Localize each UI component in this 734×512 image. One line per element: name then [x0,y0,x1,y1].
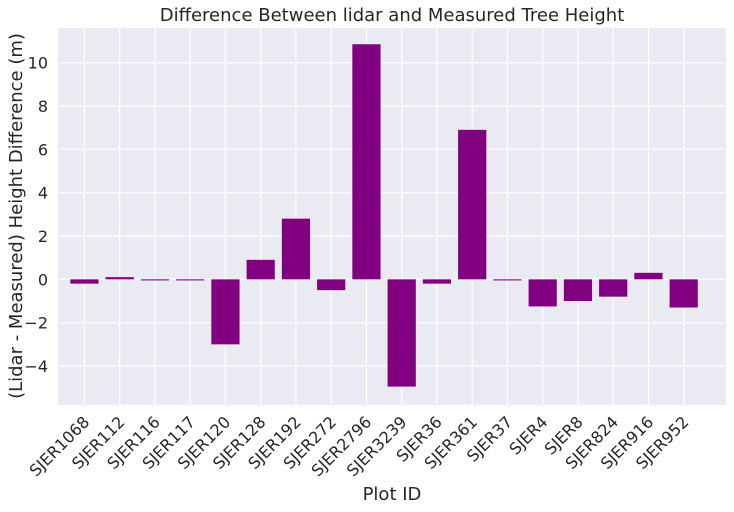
y-tick-label: −2 [24,314,48,333]
chart-title: Difference Between lidar and Measured Tr… [160,5,625,26]
bar-sjer272 [317,279,346,291]
y-axis-label: (Lidar - Measured) Height Difference (m) [6,33,27,399]
bar-sjer112 [105,277,134,280]
bar-sjer8 [563,279,593,301]
bar-sjer128 [246,259,275,280]
y-tick-label: −4 [24,357,48,376]
plot-area: −4−20246810SJER1068SJER112SJER116SJER117… [24,28,726,480]
bar-sjer117 [176,279,205,281]
bar-sjer36 [422,279,452,284]
bar-sjer1068 [70,279,99,284]
y-tick-label: 8 [38,97,48,116]
bar-sjer116 [140,279,170,281]
bar-sjer120 [211,279,240,345]
y-tick-label: 4 [38,184,48,203]
bar-sjer37 [493,279,522,281]
y-tick-label: 10 [28,54,48,73]
bar-sjer824 [599,279,628,297]
y-tick-label: 6 [38,140,48,159]
x-axis-label: Plot ID [363,484,422,505]
x-tick-label: SJER4 [505,412,551,458]
y-tick-label: 0 [38,270,48,289]
bar-sjer2796 [352,44,381,280]
bar-sjer952 [669,279,698,308]
bar-sjer4 [528,279,557,307]
bar-sjer192 [281,218,311,280]
bar-sjer3239 [387,279,416,387]
y-tick-label: 2 [38,227,48,246]
bar-sjer916 [634,272,663,280]
bar-sjer361 [458,129,487,280]
